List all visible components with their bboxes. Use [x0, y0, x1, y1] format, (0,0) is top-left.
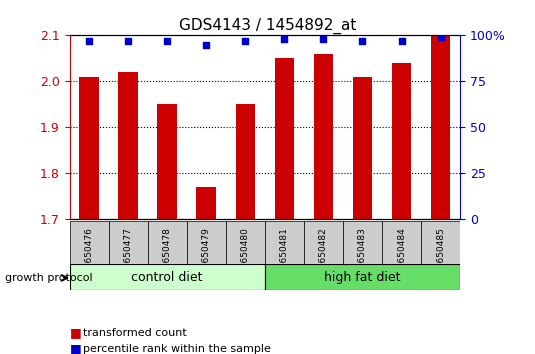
Text: ■: ■	[70, 342, 81, 354]
FancyBboxPatch shape	[343, 221, 382, 264]
Text: ■: ■	[70, 326, 81, 339]
Bar	[353, 77, 372, 219]
Text: GSM650478: GSM650478	[163, 228, 172, 282]
FancyBboxPatch shape	[265, 264, 460, 290]
Bar	[79, 77, 99, 219]
Point	[397, 38, 406, 44]
Text: high fat diet: high fat diet	[324, 270, 401, 284]
Point	[241, 38, 249, 44]
FancyBboxPatch shape	[109, 221, 148, 264]
Bar	[431, 35, 450, 219]
FancyBboxPatch shape	[265, 221, 304, 264]
Text: GSM650479: GSM650479	[202, 228, 211, 282]
FancyBboxPatch shape	[70, 221, 109, 264]
Text: GSM650485: GSM650485	[436, 228, 445, 282]
Text: GSM650482: GSM650482	[319, 228, 328, 282]
Bar	[314, 54, 333, 219]
FancyBboxPatch shape	[421, 221, 460, 264]
Bar	[392, 63, 411, 219]
Text: transformed count: transformed count	[83, 328, 187, 338]
Bar	[274, 58, 294, 219]
Point	[280, 36, 289, 42]
Text: GSM650480: GSM650480	[241, 228, 250, 282]
Text: control diet: control diet	[132, 270, 203, 284]
Bar	[118, 72, 138, 219]
Bar	[196, 187, 216, 219]
Text: GSM650481: GSM650481	[280, 228, 289, 282]
Text: GSM650484: GSM650484	[397, 228, 406, 282]
FancyBboxPatch shape	[226, 221, 265, 264]
Text: percentile rank within the sample: percentile rank within the sample	[83, 344, 271, 354]
Point	[319, 36, 327, 42]
FancyBboxPatch shape	[187, 221, 226, 264]
FancyBboxPatch shape	[70, 264, 265, 290]
FancyBboxPatch shape	[148, 221, 187, 264]
Text: GSM650476: GSM650476	[85, 228, 94, 282]
FancyBboxPatch shape	[382, 221, 421, 264]
Text: GSM650477: GSM650477	[124, 228, 133, 282]
Point	[202, 42, 211, 47]
Point	[163, 38, 171, 44]
Text: growth protocol: growth protocol	[5, 273, 93, 283]
Text: GSM650483: GSM650483	[358, 228, 367, 282]
Point	[124, 38, 133, 44]
Point	[437, 34, 445, 40]
FancyBboxPatch shape	[304, 221, 343, 264]
Bar	[157, 104, 177, 219]
Bar	[235, 104, 255, 219]
Point	[358, 38, 367, 44]
Point	[85, 38, 94, 44]
Text: GDS4143 / 1454892_at: GDS4143 / 1454892_at	[179, 18, 356, 34]
